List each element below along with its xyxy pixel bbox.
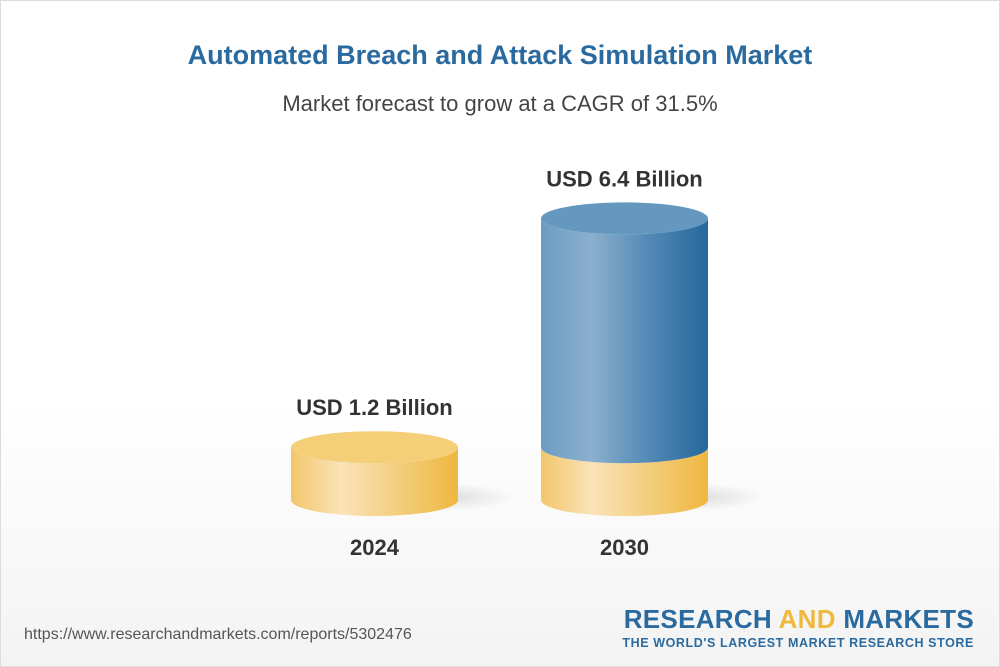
chart-subtitle: Market forecast to grow at a CAGR of 31.…: [282, 91, 718, 116]
research-and-markets-logo: RESEARCH AND MARKETS THE WORLD'S LARGEST…: [622, 604, 974, 650]
bar-base-segment-2030: [541, 447, 708, 516]
bar-base-segment-2024: [291, 447, 459, 516]
source-url[interactable]: https://www.researchandmarkets.com/repor…: [24, 626, 412, 643]
data-label-2024: USD 1.2 Billion: [296, 395, 452, 420]
bar-growth-segment-2030: [541, 218, 708, 464]
x-tick-label-2030: 2030: [600, 535, 649, 560]
bar-top-2024: [291, 431, 458, 464]
bar-top-2030: [541, 202, 708, 235]
x-tick-label-2024: 2024: [350, 535, 400, 560]
data-label-2030: USD 6.4 Billion: [546, 166, 702, 191]
chart-title: Automated Breach and Attack Simulation M…: [187, 40, 813, 70]
